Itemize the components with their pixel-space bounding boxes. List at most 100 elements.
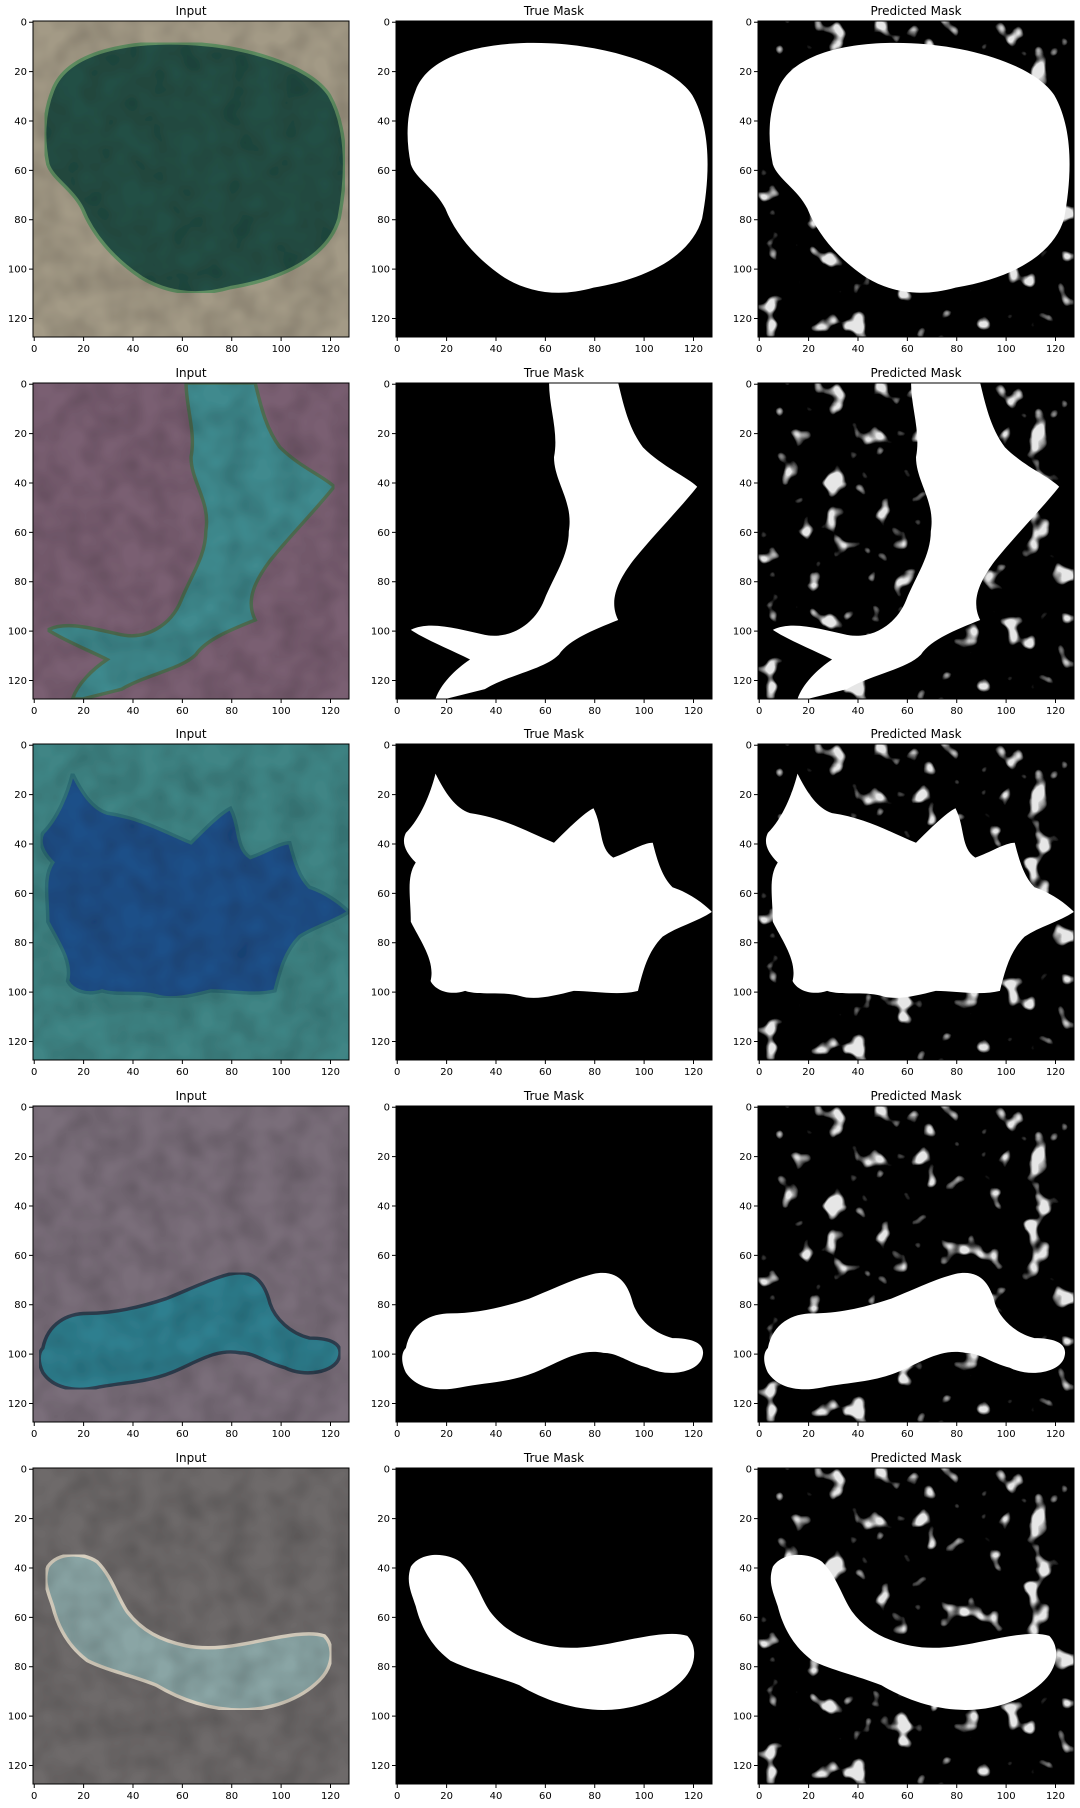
x-tick-label: 80 xyxy=(588,1067,601,1078)
y-tick-label: 40 xyxy=(377,116,390,127)
x-tick-label: 0 xyxy=(31,1791,37,1802)
y-tick-label: 20 xyxy=(377,67,390,78)
x-tick-label: 100 xyxy=(635,344,654,355)
y-tick-label: 80 xyxy=(739,1662,752,1673)
x-tick-label: 60 xyxy=(539,344,552,355)
x-tick-label: 40 xyxy=(127,1791,140,1802)
y-tick-label: 0 xyxy=(21,1465,27,1476)
y-tick-label: 20 xyxy=(377,1514,390,1525)
panel-predicted-row-3: Predicted Mask 0 20 40 60 80 100 120 0 20 40 60 80 10… xyxy=(733,727,1075,1078)
x-tick-label: 60 xyxy=(176,706,189,717)
x-tick-label: 120 xyxy=(321,706,340,717)
y-tick-label: 80 xyxy=(377,1662,390,1673)
x-tick-label: 60 xyxy=(176,1791,189,1802)
x-tick-label: 60 xyxy=(901,1067,914,1078)
y-tick-label: 120 xyxy=(733,1399,752,1410)
x-tick-label: 100 xyxy=(635,1067,654,1078)
y-tick-label: 20 xyxy=(14,1152,27,1163)
y-tick-label: 100 xyxy=(733,1712,752,1723)
x-tick-label: 20 xyxy=(802,1791,815,1802)
x-tick-label: 0 xyxy=(31,1429,37,1440)
x-tick-label: 80 xyxy=(588,344,601,355)
y-tick-label: 0 xyxy=(384,1103,390,1114)
x-tick-label: 60 xyxy=(176,1067,189,1078)
y-tick-label: 100 xyxy=(371,627,390,638)
x-tick-label: 100 xyxy=(997,1791,1016,1802)
y-tick-label: 40 xyxy=(377,839,390,850)
y-tick-label: 20 xyxy=(14,1514,27,1525)
true-mask-image xyxy=(396,21,712,337)
y-tick-label: 60 xyxy=(739,1613,752,1624)
input-image xyxy=(33,383,349,699)
y-tick-label: 0 xyxy=(384,380,390,391)
x-tick-label: 60 xyxy=(539,1791,552,1802)
panel-input-row-1: Input 0 20 40 60 80 100 120 0 20 40 60 80 100 120 xyxy=(8,4,350,355)
x-tick-label: 0 xyxy=(31,706,37,717)
x-tick-label: 40 xyxy=(852,1429,865,1440)
y-tick-label: 0 xyxy=(21,741,27,752)
x-tick-label: 0 xyxy=(756,1429,762,1440)
y-tick-label: 100 xyxy=(8,988,27,999)
x-tick-label: 40 xyxy=(490,706,503,717)
x-tick-label: 120 xyxy=(1046,1791,1065,1802)
x-tick-label: 100 xyxy=(635,706,654,717)
x-tick-label: 40 xyxy=(127,706,140,717)
y-tick-label: 120 xyxy=(733,1761,752,1772)
y-tick-label: 60 xyxy=(14,1613,27,1624)
panel-predicted-row-5: Predicted Mask 0 20 40 60 80 100 120 0 20 40 60 80 10… xyxy=(733,1451,1075,1802)
y-tick-label: 80 xyxy=(14,1662,27,1673)
y-tick-label: 100 xyxy=(371,1350,390,1361)
input-image xyxy=(33,1106,349,1422)
panel-input-row-2: Input 0 20 40 60 80 100 120 0 20 40 60 80 100 120 xyxy=(8,366,350,717)
y-tick-label: 120 xyxy=(733,1037,752,1048)
x-tick-label: 0 xyxy=(394,344,400,355)
y-tick-label: 0 xyxy=(384,1465,390,1476)
x-tick-label: 100 xyxy=(997,1067,1016,1078)
x-tick-label: 120 xyxy=(321,1791,340,1802)
x-tick-label: 20 xyxy=(440,344,453,355)
y-tick-label: 0 xyxy=(21,18,27,29)
panel-predicted-row-2: Predicted Mask 0 20 40 60 80 100 120 0 20 40 60 80 10… xyxy=(733,366,1075,717)
y-tick-label: 0 xyxy=(21,1103,27,1114)
y-tick-label: 100 xyxy=(733,265,752,276)
y-tick-label: 120 xyxy=(733,314,752,325)
panel-input-row-5: Input 0 20 40 60 80 100 120 0 20 40 60 80 100 120 xyxy=(8,1451,350,1802)
y-tick-label: 120 xyxy=(8,676,27,687)
y-tick-label: 60 xyxy=(377,528,390,539)
panel-predicted-row-1: Predicted Mask 0 20 40 60 80 100 120 0 20 40 60 80 10… xyxy=(733,4,1075,355)
x-tick-label: 20 xyxy=(802,344,815,355)
panel-title: Input xyxy=(175,1451,206,1465)
y-tick-label: 60 xyxy=(739,889,752,900)
input-image xyxy=(33,1468,349,1784)
x-tick-label: 20 xyxy=(77,1791,90,1802)
panel-title: Input xyxy=(175,1089,206,1103)
x-tick-label: 40 xyxy=(852,344,865,355)
y-tick-label: 0 xyxy=(746,18,752,29)
panel-title: True Mask xyxy=(523,1451,584,1465)
x-tick-label: 0 xyxy=(31,344,37,355)
predicted-image xyxy=(758,744,1074,1060)
x-tick-label: 20 xyxy=(440,1067,453,1078)
x-tick-label: 100 xyxy=(635,1791,654,1802)
input-image xyxy=(33,744,349,1060)
x-tick-label: 80 xyxy=(225,1429,238,1440)
x-tick-label: 40 xyxy=(490,344,503,355)
y-tick-label: 40 xyxy=(739,1201,752,1212)
panel-title: Predicted Mask xyxy=(870,1451,961,1465)
y-tick-label: 100 xyxy=(733,627,752,638)
predicted-image xyxy=(758,383,1074,699)
x-tick-label: 40 xyxy=(127,344,140,355)
y-tick-label: 80 xyxy=(14,1300,27,1311)
x-tick-label: 120 xyxy=(1046,1067,1065,1078)
panel-input-row-3: Input 0 20 40 60 80 100 120 0 20 40 60 80 100 120 xyxy=(8,727,350,1078)
x-tick-label: 120 xyxy=(684,706,703,717)
panel-title: Predicted Mask xyxy=(870,727,961,741)
x-tick-label: 80 xyxy=(950,1429,963,1440)
y-tick-label: 120 xyxy=(371,1399,390,1410)
y-tick-label: 20 xyxy=(14,429,27,440)
x-tick-label: 20 xyxy=(77,706,90,717)
y-tick-label: 120 xyxy=(8,1761,27,1772)
y-tick-label: 20 xyxy=(739,1152,752,1163)
x-tick-label: 0 xyxy=(756,344,762,355)
x-tick-label: 60 xyxy=(539,1429,552,1440)
